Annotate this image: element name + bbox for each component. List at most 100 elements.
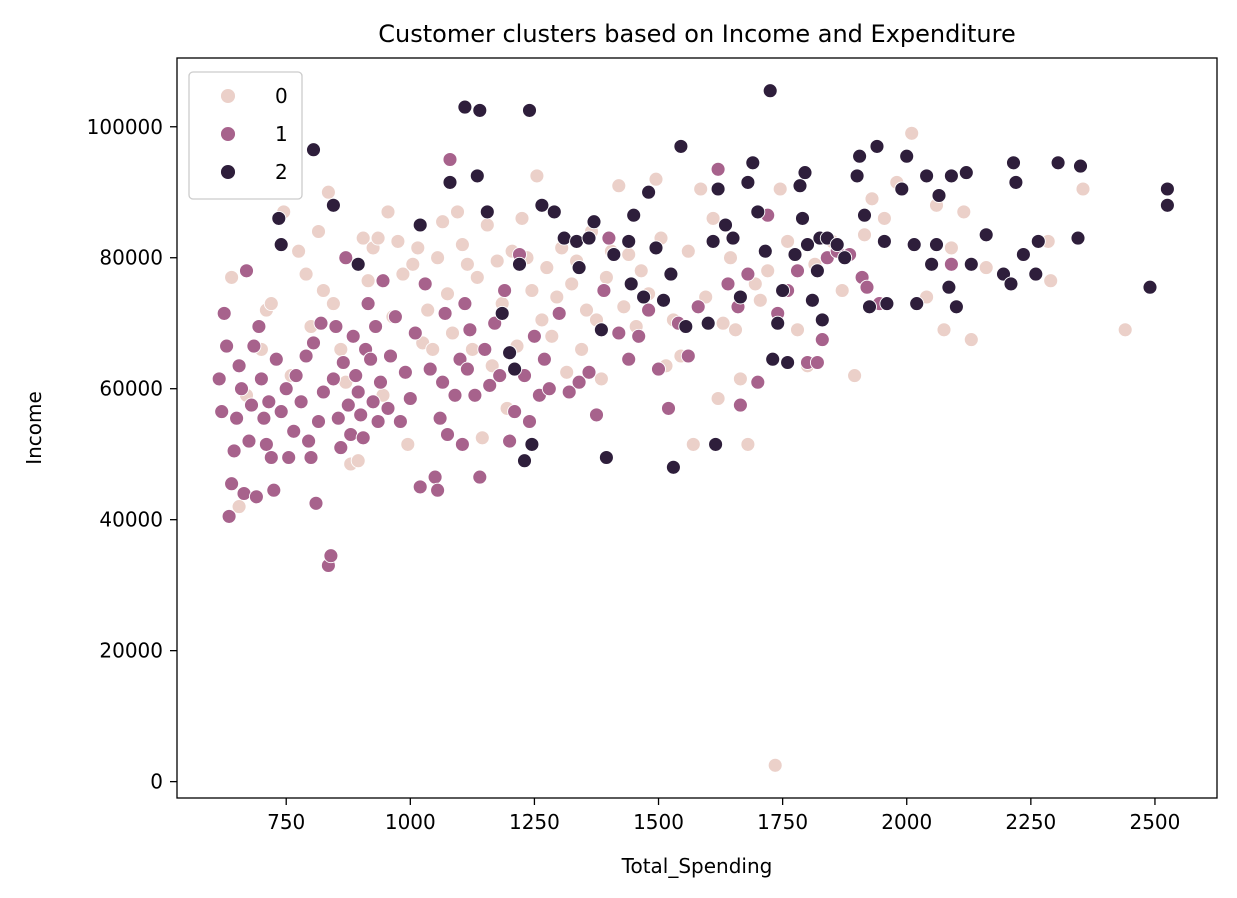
point-cluster-0-15 [333,341,349,357]
point-cluster-2-22 [571,260,587,276]
point-cluster-2-98 [1142,279,1158,295]
point-cluster-2-81 [931,188,947,203]
point-cluster-0-44 [479,217,495,233]
point-cluster-0-42 [469,269,485,285]
point-cluster-2-55 [787,247,803,262]
point-cluster-1-76 [440,427,455,442]
point-cluster-1-84 [467,387,483,403]
point-cluster-1-101 [561,384,577,400]
point-cluster-1-83 [462,322,478,338]
point-cluster-2-61 [809,263,825,279]
point-cluster-0-36 [440,286,455,302]
point-cluster-0-64 [579,302,594,318]
x-tick-label: 1500 [633,810,684,834]
point-cluster-2-41 [708,436,724,452]
y-axis-label: Income [22,391,46,465]
point-cluster-1-43 [333,440,349,456]
point-cluster-0-105 [857,227,872,243]
point-cluster-0-14 [325,296,341,312]
point-cluster-2-67 [849,168,865,184]
legend-label-2: 2 [275,160,288,184]
point-cluster-0-118 [1043,273,1059,289]
point-cluster-2-11 [494,305,510,321]
point-cluster-1-27 [286,423,302,439]
point-cluster-1-12 [241,433,257,449]
point-cluster-0-86 [710,391,726,406]
point-cluster-2-82 [941,279,957,295]
point-cluster-0-56 [539,260,555,276]
point-cluster-1-24 [273,404,289,420]
x-axis: 750 1000 1250 1500 1750 2000 2250 2500 [267,798,1180,834]
legend-label-0: 0 [275,84,288,108]
point-cluster-2-47 [745,155,761,171]
point-cluster-0-34 [430,250,446,266]
point-cluster-2-15 [517,453,532,469]
legend-box [188,71,303,200]
point-cluster-1-63 [387,309,403,325]
point-cluster-1-82 [459,361,475,377]
point-cluster-0-27 [395,266,411,282]
point-cluster-2-5 [412,217,428,233]
point-cluster-0-98 [790,322,805,338]
plot-frame [176,57,1218,799]
point-cluster-2-0 [271,210,287,226]
point-cluster-0-18 [350,453,366,469]
x-tick-label: 1750 [757,810,808,834]
point-cluster-1-80 [454,436,470,452]
point-cluster-0-43 [474,430,490,446]
point-cluster-1-88 [487,315,503,331]
point-cluster-2-92 [1015,247,1031,262]
point-cluster-0-45 [484,358,500,374]
point-cluster-1-98 [536,351,552,367]
point-cluster-2-60 [804,292,820,308]
point-cluster-1-54 [360,296,376,312]
point-cluster-2-38 [678,319,694,334]
point-cluster-0-112 [936,322,952,338]
point-cluster-2-28 [621,233,637,249]
point-cluster-0-85 [705,210,721,226]
point-cluster-1-71 [427,469,443,485]
point-cluster-2-20 [556,230,572,246]
point-cluster-0-54 [529,168,545,184]
point-cluster-2-85 [958,165,974,181]
point-cluster-1-95 [522,414,537,429]
point-cluster-1-19 [258,436,274,452]
point-cluster-0-84 [698,289,714,305]
point-cluster-1-74 [435,374,451,390]
point-cluster-2-75 [899,148,915,164]
point-cluster-2-40 [705,233,721,249]
point-cluster-2-26 [598,450,614,465]
point-cluster-1-105 [596,283,612,298]
point-cluster-2-100 [1159,197,1175,213]
legend-marker-0 [220,88,236,104]
point-cluster-1-78 [447,387,463,403]
point-cluster-0-8 [291,243,307,259]
point-cluster-0-29 [405,256,421,272]
point-cluster-1-104 [589,407,604,423]
point-cluster-2-99 [1159,181,1175,197]
point-cluster-2-31 [636,289,652,305]
point-cluster-0-82 [685,436,701,452]
point-cluster-2-34 [656,292,671,308]
point-cluster-1-35 [311,414,326,429]
point-cluster-2-16 [522,102,537,118]
point-cluster-1-57 [368,319,384,334]
point-cluster-1-92 [507,404,523,420]
point-cluster-1-9 [234,381,249,397]
point-cluster-1-56 [365,394,381,410]
point-cluster-1-134 [859,279,875,295]
point-cluster-1-59 [373,374,388,390]
point-cluster-0-67 [593,371,609,387]
point-cluster-1-108 [621,351,637,367]
point-cluster-1-11 [239,263,254,279]
point-cluster-1-106 [601,230,617,246]
point-cluster-2-9 [472,102,488,118]
point-cluster-2-7 [457,99,473,115]
point-cluster-1-68 [412,479,428,495]
point-cluster-1-36 [313,315,329,331]
point-cluster-1-120 [732,397,748,413]
point-cluster-0-88 [723,250,738,266]
point-cluster-1-70 [422,361,438,377]
